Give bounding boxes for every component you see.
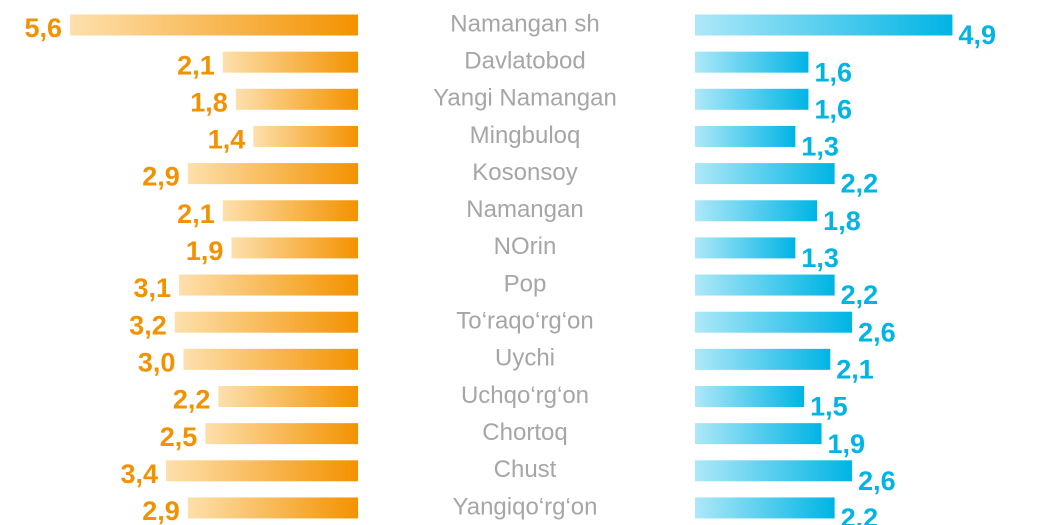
bar [695,274,835,296]
category-label: NOrin [494,233,557,260]
bar [695,51,809,73]
value-label: 3,2 [129,310,167,340]
value-label: 2,6 [858,466,896,496]
category-label: Chust [494,456,557,483]
bar [218,386,358,407]
value-label: 2,9 [142,496,180,525]
value-label: 2,9 [142,162,180,192]
value-label: 1,9 [828,429,866,459]
bar [235,88,358,110]
value-label: 2,1 [177,50,215,80]
value-label: 3,4 [120,459,158,489]
value-label: 1,8 [823,206,861,236]
bar [183,348,358,370]
bar [70,14,358,36]
category-label: Namangan [466,196,583,223]
bar [222,51,358,73]
value-label: 2,2 [173,385,211,415]
bar [695,237,796,259]
value-label: 1,4 [208,125,246,155]
bar [187,497,358,519]
value-label: 2,2 [841,280,879,310]
bar [187,163,358,185]
bar [695,88,809,110]
value-label: 2,2 [841,169,879,199]
value-label: 1,3 [801,243,839,273]
category-label: Namangan sh [450,10,599,37]
bar [231,237,358,259]
bar [695,348,831,370]
category-label: Davlatobod [464,47,585,74]
bar [695,200,818,222]
value-label: 2,2 [841,503,879,525]
category-label: Yangi Namangan [433,85,617,112]
value-label: 3,0 [138,347,176,377]
bar [695,423,822,445]
bar [695,311,853,333]
bar [253,125,358,147]
value-label: 1,9 [186,236,224,266]
bar [695,386,805,407]
bar [166,460,358,482]
value-label: 2,1 [177,199,215,229]
value-label: 3,1 [134,273,172,303]
value-label: 2,1 [836,354,874,384]
category-label: Kosonsoy [472,159,577,186]
bar [695,163,835,185]
category-label: Chortoq [482,419,567,446]
bar [695,497,835,519]
category-label: Yangiqo‘rg‘on [453,493,598,520]
value-label: 2,6 [858,317,896,347]
value-label: 1,3 [801,132,839,162]
bar [695,125,796,147]
value-label: 2,5 [160,422,198,452]
bar [179,274,358,296]
bar [222,200,358,222]
category-label: Uychi [495,345,555,372]
value-label: 5,6 [24,13,62,43]
bar [695,460,853,482]
category-label: Uchqo‘rg‘on [461,382,589,409]
category-label: To‘raqo‘rg‘on [456,308,593,335]
category-label: Pop [504,270,547,297]
bar [695,14,953,36]
value-label: 1,8 [190,87,228,117]
bar [174,311,358,333]
category-label: Mingbuloq [470,122,581,149]
value-label: 4,9 [958,20,996,50]
value-label: 1,5 [810,392,848,422]
value-label: 1,6 [814,57,852,87]
bar [205,423,358,445]
value-label: 1,6 [814,94,852,124]
